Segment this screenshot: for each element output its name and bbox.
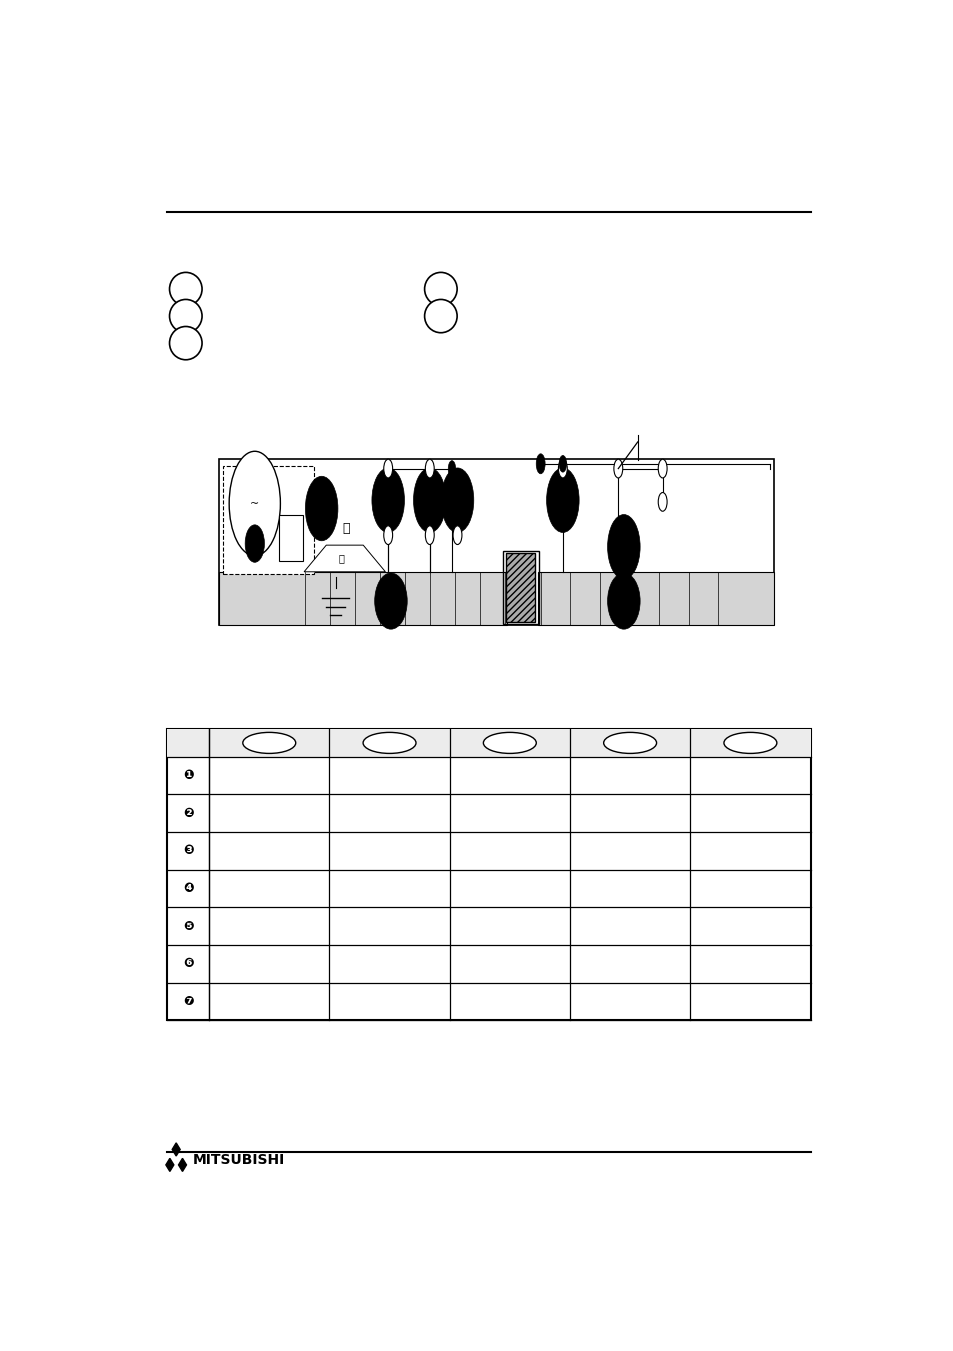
Ellipse shape [170,300,202,332]
Ellipse shape [603,732,656,754]
Ellipse shape [426,461,433,477]
Text: ~: ~ [250,499,259,508]
Bar [279,516,303,561]
Bar [219,458,773,626]
Ellipse shape [363,732,416,754]
Polygon shape [178,1158,186,1171]
Bar [502,551,538,624]
Ellipse shape [607,515,639,580]
Ellipse shape [425,459,434,478]
Text: ❶: ❶ [183,769,193,782]
Bar [537,571,773,626]
Bar [167,730,810,1020]
Ellipse shape [448,461,456,477]
Ellipse shape [453,526,461,544]
Text: ❹: ❹ [183,882,193,896]
Ellipse shape [546,467,578,532]
Ellipse shape [384,461,392,477]
Bar [219,571,507,626]
Text: ❺: ❺ [183,920,193,932]
Ellipse shape [383,526,393,544]
Ellipse shape [441,467,474,532]
Ellipse shape [305,477,337,540]
Ellipse shape [383,459,393,478]
Text: ❼: ❼ [183,996,193,1008]
Polygon shape [172,1143,180,1156]
Ellipse shape [372,467,404,532]
Ellipse shape [243,732,295,754]
Text: ❻: ❻ [183,958,193,970]
Text: ❷: ❷ [183,807,193,820]
Ellipse shape [658,459,666,478]
Ellipse shape [613,459,622,478]
Bar [167,730,810,757]
Text: ⏚: ⏚ [337,554,344,563]
Ellipse shape [170,327,202,359]
Ellipse shape [536,454,544,474]
Bar [222,466,314,574]
Ellipse shape [558,459,567,478]
Text: ❸: ❸ [183,844,193,858]
Ellipse shape [413,467,446,532]
Ellipse shape [723,732,776,754]
Ellipse shape [424,273,456,305]
Ellipse shape [245,524,264,562]
Ellipse shape [375,573,407,630]
Ellipse shape [658,493,666,511]
Ellipse shape [424,300,456,332]
Bar [506,553,535,621]
Text: MITSUBISHI: MITSUBISHI [193,1152,284,1167]
Ellipse shape [607,573,639,630]
Ellipse shape [425,526,434,544]
Ellipse shape [483,732,536,754]
Ellipse shape [558,455,566,471]
Text: ⏚: ⏚ [342,521,350,535]
Ellipse shape [229,451,280,555]
Polygon shape [304,546,385,571]
Polygon shape [166,1158,173,1171]
Ellipse shape [170,273,202,305]
